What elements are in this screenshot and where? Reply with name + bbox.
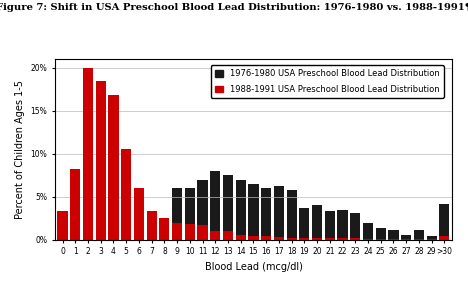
Bar: [249, 236, 258, 240]
Bar: [312, 238, 322, 240]
Bar: [286, 190, 297, 240]
Bar: [58, 239, 68, 240]
Bar: [401, 235, 411, 240]
Bar: [414, 230, 424, 240]
Bar: [159, 218, 169, 240]
Bar: [83, 238, 93, 240]
Bar: [274, 237, 284, 240]
X-axis label: Blood Lead (mcg/dl): Blood Lead (mcg/dl): [205, 262, 302, 272]
Bar: [299, 238, 309, 240]
Bar: [337, 210, 348, 240]
Legend: 1976-1980 USA Preschool Blood Lead Distribution, 1988-1991 USA Preschool Blood L: 1976-1980 USA Preschool Blood Lead Distr…: [211, 65, 444, 98]
Bar: [159, 218, 169, 240]
Bar: [172, 188, 182, 240]
Bar: [388, 239, 399, 240]
Bar: [274, 187, 284, 240]
Bar: [109, 238, 118, 240]
Bar: [58, 211, 68, 240]
Bar: [109, 95, 118, 240]
Bar: [337, 238, 348, 240]
Bar: [83, 68, 93, 240]
Bar: [223, 175, 233, 240]
Bar: [414, 239, 424, 240]
Bar: [439, 204, 449, 240]
Bar: [325, 238, 335, 240]
Bar: [249, 184, 258, 240]
Bar: [388, 230, 399, 240]
Bar: [121, 149, 132, 240]
Y-axis label: Percent of Children Ages 1-5: Percent of Children Ages 1-5: [15, 80, 25, 219]
Bar: [223, 231, 233, 240]
Bar: [426, 236, 437, 240]
Bar: [70, 238, 80, 240]
Bar: [197, 180, 208, 240]
Bar: [210, 231, 220, 240]
Bar: [439, 236, 449, 240]
Bar: [350, 213, 360, 240]
Bar: [146, 212, 157, 240]
Bar: [376, 228, 386, 240]
Bar: [134, 188, 144, 240]
Text: Figure 7: Shift in USA Preschool Blood Lead Distribution: 1976-1980 vs. 1988-199: Figure 7: Shift in USA Preschool Blood L…: [0, 3, 468, 12]
Bar: [95, 81, 106, 240]
Bar: [261, 236, 271, 240]
Bar: [363, 223, 373, 240]
Bar: [261, 188, 271, 240]
Bar: [312, 205, 322, 240]
Bar: [185, 224, 195, 240]
Bar: [363, 239, 373, 240]
Bar: [197, 225, 208, 240]
Bar: [121, 230, 132, 240]
Bar: [236, 180, 246, 240]
Bar: [134, 223, 144, 240]
Bar: [426, 239, 437, 240]
Bar: [185, 188, 195, 240]
Bar: [376, 239, 386, 240]
Bar: [286, 238, 297, 240]
Bar: [70, 169, 80, 240]
Bar: [146, 212, 157, 240]
Bar: [350, 238, 360, 240]
Bar: [95, 238, 106, 240]
Bar: [172, 223, 182, 240]
Bar: [325, 212, 335, 240]
Bar: [210, 171, 220, 240]
Bar: [236, 235, 246, 240]
Bar: [401, 239, 411, 240]
Bar: [299, 208, 309, 240]
